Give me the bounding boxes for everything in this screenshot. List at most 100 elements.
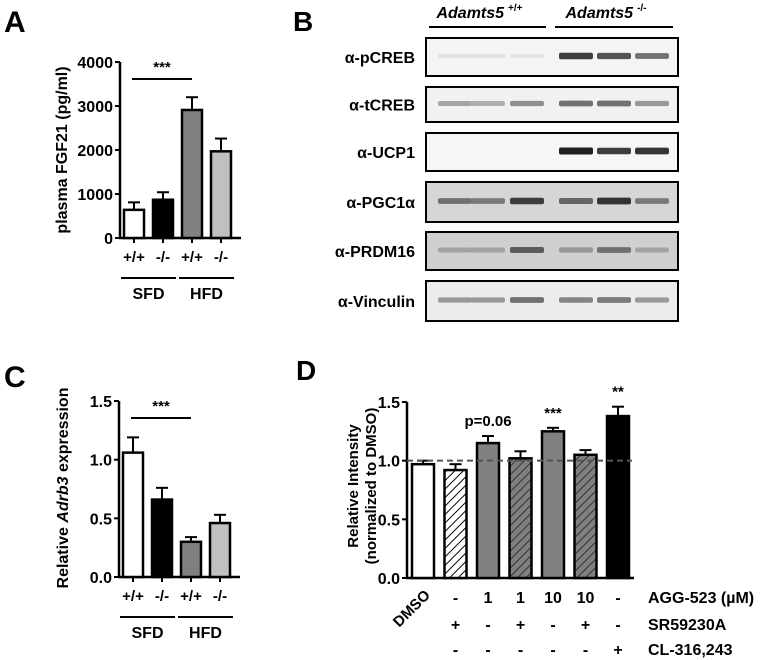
y-tick-label: 1.0 xyxy=(90,453,112,470)
band xyxy=(635,53,669,59)
band xyxy=(438,247,472,253)
band xyxy=(559,52,593,60)
band xyxy=(471,101,505,106)
band xyxy=(635,297,669,303)
y-axis-label: (normalized to DMSO) xyxy=(363,408,380,565)
treatment-value: - xyxy=(615,617,620,634)
x-tick-label: +/+ xyxy=(181,249,203,266)
panel-c: C 0.0 0.5 1.0 1.5 +/+ -/- +/+ -/- SFD HFD *** Relati… xyxy=(4,361,240,642)
band xyxy=(438,100,472,107)
panel-label-b: B xyxy=(293,6,313,37)
x-tick-label: +/+ xyxy=(122,588,144,605)
x-tick-label: -/- xyxy=(156,249,170,266)
treatment-value: + xyxy=(516,617,525,634)
panel-a: A 0 1000 2000 3000 4000 +/+ -/- +/+ -/- SFD HFD *** p… xyxy=(4,6,241,303)
panel-label-c: C xyxy=(4,361,26,394)
x-tick-label: -/- xyxy=(155,588,169,605)
bar xyxy=(443,468,468,580)
bar xyxy=(475,441,501,580)
band xyxy=(559,297,593,303)
band xyxy=(510,53,544,59)
y-tick-label: 4000 xyxy=(77,55,113,72)
bar xyxy=(208,521,232,579)
group-label: HFD xyxy=(189,625,222,642)
bar xyxy=(209,150,233,240)
x-tick-label: +/+ xyxy=(180,588,202,605)
antibody-label: α-PRDM16 xyxy=(335,244,415,261)
band xyxy=(510,100,544,107)
y-tick-label: 1.0 xyxy=(378,454,400,471)
treatment-label: CL-316,243 xyxy=(648,642,733,659)
antibody-label: α-Vinculin xyxy=(338,294,415,311)
y-axis-label: plasma FGF21 (pg/ml) xyxy=(54,66,71,233)
treatment-value: - xyxy=(485,617,490,634)
band xyxy=(559,247,593,253)
band xyxy=(559,198,593,204)
treatment-value: + xyxy=(581,617,590,634)
band xyxy=(438,198,472,204)
bar xyxy=(180,108,204,240)
bar xyxy=(508,457,533,580)
band xyxy=(510,197,544,205)
panel-label-d: D xyxy=(296,355,316,386)
x-tick-label: -/- xyxy=(214,249,228,266)
treatment-value: - xyxy=(453,590,458,607)
y-tick-label: 2000 xyxy=(77,143,113,160)
band xyxy=(559,147,593,155)
group-label: HFD xyxy=(190,286,223,303)
band xyxy=(597,100,631,107)
significance-annotation: p=0.06 xyxy=(464,413,511,430)
significance-stars: *** xyxy=(152,398,170,415)
y-tick-label: 1.5 xyxy=(378,395,400,412)
treatment-value: 10 xyxy=(577,590,595,607)
treatment-label: AGG-523 (µM) xyxy=(648,590,754,607)
treatment-value: - xyxy=(583,642,588,659)
treatment-value: + xyxy=(451,617,460,634)
y-axis-label: Relative Adrb3 expression xyxy=(55,388,72,589)
treatment-value: + xyxy=(613,642,622,659)
band xyxy=(471,198,505,204)
treatment-value: 1 xyxy=(516,590,525,607)
band xyxy=(438,297,472,303)
treatment-value: - xyxy=(615,590,620,607)
band xyxy=(471,53,505,59)
bar xyxy=(179,540,203,579)
treatment-value: - xyxy=(485,642,490,659)
x-tick-label: -/- xyxy=(213,588,227,605)
bar xyxy=(410,462,436,580)
bar xyxy=(540,430,566,580)
band xyxy=(597,247,631,253)
significance-annotation: *** xyxy=(544,405,562,422)
bar xyxy=(122,208,146,240)
band xyxy=(471,247,505,253)
antibody-label: α-PGC1α xyxy=(346,195,415,212)
bar xyxy=(573,453,598,580)
band xyxy=(559,100,593,107)
bar xyxy=(121,451,145,579)
x-category-label: DMSO xyxy=(390,587,434,631)
significance-annotation: ** xyxy=(612,384,624,401)
x-tick-label: +/+ xyxy=(123,249,145,266)
band xyxy=(635,198,669,204)
y-axis-label: Relative Intensity xyxy=(345,424,362,548)
band xyxy=(471,297,505,303)
band xyxy=(597,52,631,60)
treatment-label: SR59230A xyxy=(648,617,727,634)
panel-d: D 0.0 0.5 1.0 1.5 Relative Intensity (normaliz… xyxy=(296,355,754,659)
band xyxy=(597,147,631,155)
group-label: SFD xyxy=(132,625,164,642)
band xyxy=(597,197,631,205)
y-tick-label: 0.5 xyxy=(90,511,112,528)
band xyxy=(510,246,544,254)
y-tick-label: 0.0 xyxy=(90,570,112,587)
band xyxy=(510,297,544,303)
treatment-value: 1 xyxy=(484,590,493,607)
treatment-value: - xyxy=(550,617,555,634)
y-tick-label: 0.5 xyxy=(378,512,400,529)
y-tick-label: 3000 xyxy=(77,99,113,116)
bar xyxy=(150,498,174,579)
band xyxy=(635,100,669,107)
band xyxy=(597,297,631,303)
group-header: Adamts5 +/+ xyxy=(435,3,522,22)
